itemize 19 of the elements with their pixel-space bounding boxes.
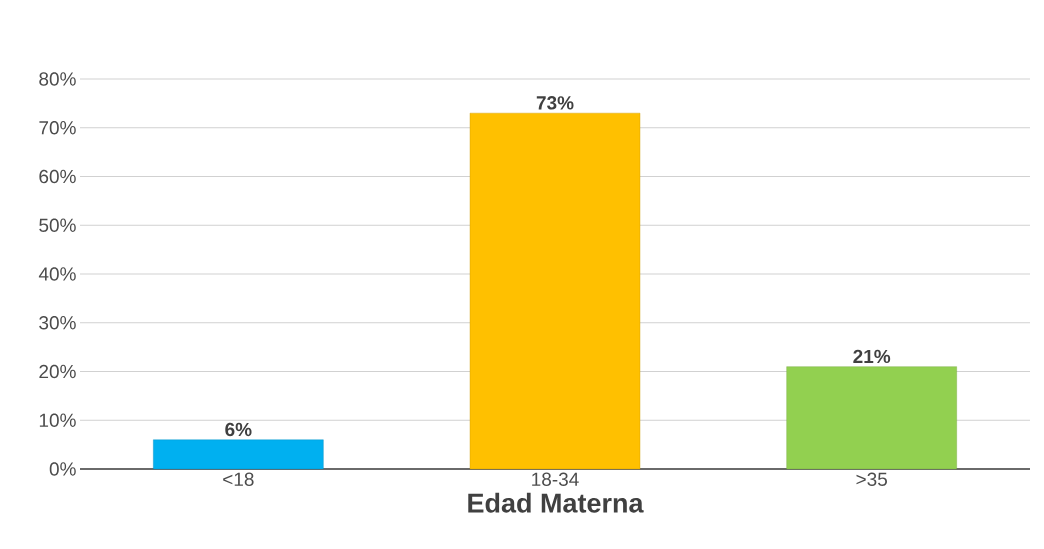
y-tick-label: 70% — [39, 121, 76, 135]
bar — [153, 439, 324, 470]
y-tick-label: 80% — [39, 72, 76, 86]
data-label: 21% — [853, 349, 891, 364]
x-tick-label: <18 — [223, 472, 254, 486]
x-tick-label: >35 — [856, 472, 887, 486]
y-tick-label: 0% — [49, 462, 76, 476]
x-axis-title: Edad Materna — [468, 492, 644, 513]
data-label: 6% — [225, 422, 252, 437]
y-tick-label: 30% — [39, 316, 76, 330]
y-tick-label: 60% — [39, 169, 76, 184]
y-tick-label: 10% — [39, 413, 76, 427]
y-tick-label: 20% — [39, 364, 76, 379]
bar — [469, 112, 641, 470]
y-tick-label: 50% — [39, 218, 76, 232]
data-label: 73% — [536, 96, 574, 110]
y-tick-label: 40% — [38, 267, 76, 281]
bar — [786, 366, 957, 470]
x-tick-label: 18-34 — [532, 472, 579, 486]
